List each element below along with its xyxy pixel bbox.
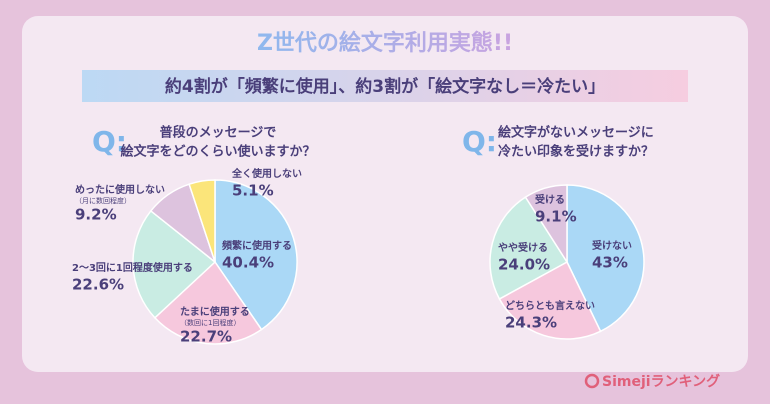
pie-slice: [214, 179, 298, 331]
brand-text: Simejiランキング: [602, 373, 720, 390]
value-label: 9.1%: [535, 208, 577, 226]
slice-label: どちらとも言えない: [505, 299, 595, 312]
value-label: 22.6%: [72, 276, 124, 294]
pie-slice: [524, 184, 568, 265]
question: 絵文字をどのくらい使いますか？: [120, 144, 315, 160]
slice-note: （月に数回程度）: [75, 196, 131, 205]
value-label: 5.1%: [232, 182, 274, 200]
question: 普段のメッセージで: [160, 125, 277, 141]
subtitle: 約4割が「頻繁に使用」、約3割が「絵文字なし＝冷たい」: [165, 76, 605, 97]
value-label: 24.3%: [505, 314, 557, 332]
value-label: 9.2%: [75, 206, 117, 224]
question: 冷たい印象を受けますか？: [498, 144, 654, 160]
slice-label: たまに使用する: [180, 305, 250, 318]
q-label: Q:: [462, 125, 497, 158]
slice-label: 受けない: [592, 239, 632, 252]
slice-label: 受ける: [535, 193, 565, 206]
value-label: 43%: [592, 254, 628, 272]
slice-label: 頻繁に使用する: [222, 239, 292, 252]
pie-slice: [498, 260, 602, 340]
slice-label: やや受ける: [498, 241, 548, 254]
slice-note: （数回に1回程度）: [180, 318, 240, 327]
slice-label: 全く使用しない: [231, 167, 302, 180]
value-label: 40.4%: [222, 254, 274, 272]
pie-slice: [132, 209, 217, 319]
pie-slice: [489, 196, 569, 300]
value-label: 24.0%: [498, 256, 550, 274]
brand: Simejiランキング: [584, 373, 720, 390]
slice-label: めったに使用しない: [75, 183, 165, 196]
q-label: Q:: [92, 125, 127, 158]
pie-slice: [153, 260, 263, 345]
value-label: 22.7%: [180, 328, 232, 346]
pie-slice: [566, 184, 645, 333]
pie-slice: [188, 179, 216, 263]
slice-label: 2〜3回に1回程度使用する: [72, 261, 193, 274]
title: Z世代の絵文字利用実態!!: [257, 30, 513, 56]
brand-icon: [584, 373, 600, 389]
subtitle-band: [82, 70, 688, 102]
question: 絵文字がないメッセージに: [498, 125, 654, 141]
